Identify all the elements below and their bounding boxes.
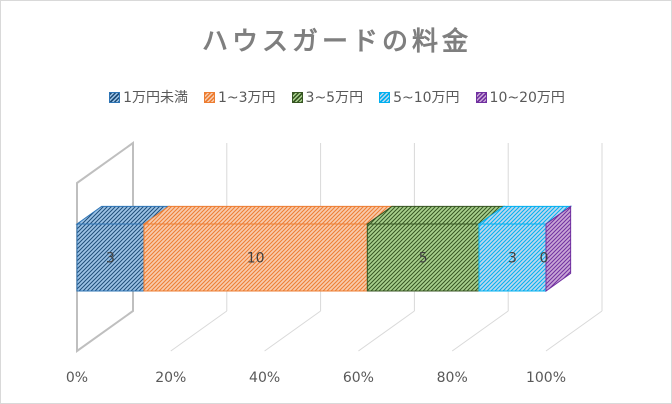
legend-swatch [379,91,391,103]
legend-item: 5~10万円 [379,87,460,107]
chart-title: ハウスガードの料金 [201,27,472,57]
bar-side-face [545,205,572,292]
floor-line [358,310,415,352]
legend-swatch [291,91,303,103]
bar-segment [365,205,506,292]
x-tick-label: 100% [526,370,566,386]
x-tick-label: 80% [437,370,468,386]
legend-label: 3~5万円 [305,90,364,106]
bar-segment [75,205,171,292]
x-tick-label: 0% [66,370,88,386]
bar-segment [142,205,394,292]
floor-line [451,310,509,352]
legend-item: 10~20万円 [475,87,565,107]
legend-item: 3~5万円 [291,87,364,107]
side-wall [76,141,134,353]
data-label: 3 [508,251,517,267]
legend-label: 1~3万円 [218,90,276,106]
data-label: 5 [419,251,428,267]
floor-line [170,310,228,352]
legend-swatch [475,91,487,103]
legend-label: 5~10万円 [393,90,460,106]
x-tick-label: 20% [155,370,186,386]
legend-swatch [204,91,215,103]
floor-line [264,310,321,352]
data-label: 3 [106,251,115,267]
x-tick-label: 40% [249,370,280,386]
x-tick-label: 60% [343,370,374,386]
data-label: 0 [540,251,549,267]
legend-item: 1万円未満 [109,87,188,107]
data-label: 10 [247,251,265,267]
floor-line [545,310,603,352]
legend-swatch [109,91,121,103]
legend-label: 1万円未満 [123,90,188,106]
legend-item: 1~3万円 [204,87,276,107]
legend: 1万円未満 1~3万円 3~5万円 5~10万円 10~20万円 [1,87,671,107]
legend-label: 10~20万円 [489,90,565,106]
bar-segment [477,205,573,292]
